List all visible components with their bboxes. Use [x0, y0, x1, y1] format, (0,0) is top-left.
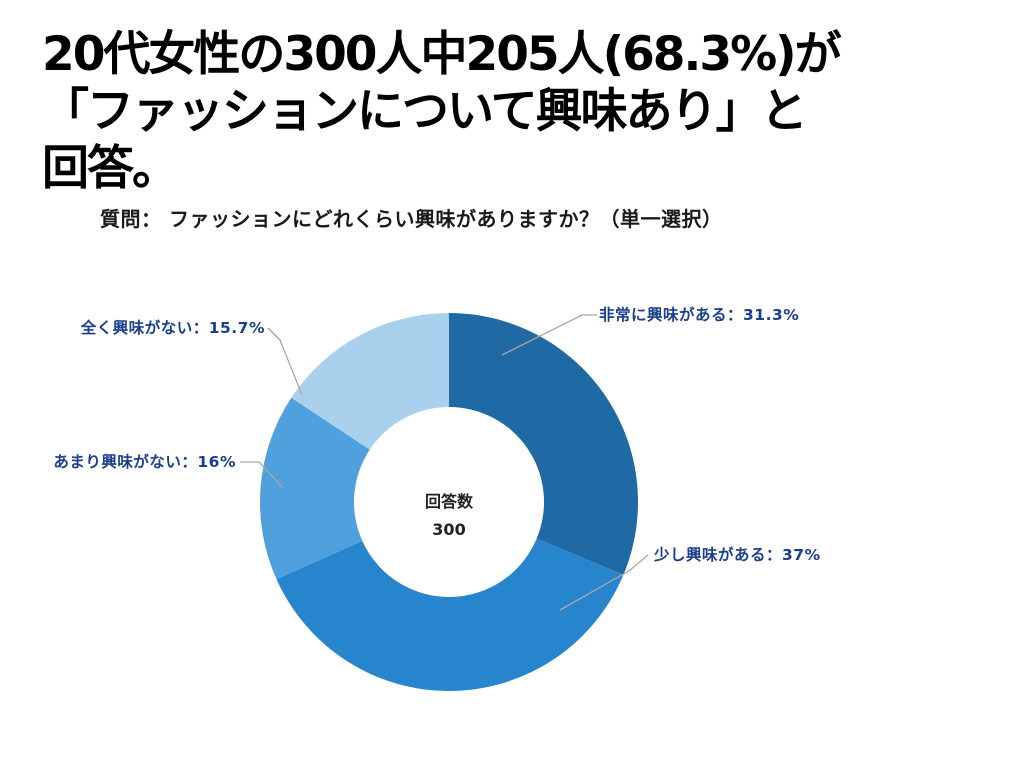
donut-slice-somewhat-interested — [276, 538, 624, 691]
headline: 20代女性の300人中205人(68.3%)が 「ファッションについて興味あり」… — [42, 26, 992, 197]
center-label: 回答数 — [425, 492, 474, 511]
donut-slice-not-at-all-interested — [291, 313, 449, 450]
leader-line-very-interested — [501, 314, 597, 356]
survey-question: 質問： ファッションにどれくらい興味がありますか？（単一選択） — [100, 207, 723, 231]
headline-line-3: 回答。 — [42, 141, 179, 196]
slice-label-very-interested: 非常に興味がある：31.3% — [599, 305, 799, 324]
leader-lines — [240, 314, 649, 611]
leader-line-not-very-interested — [240, 461, 284, 489]
headline-line-2: 「ファッションについて興味あり」と — [42, 84, 808, 139]
leader-line-somewhat-interested — [559, 554, 649, 611]
slice-labels: 非常に興味がある：31.3% 少し興味がある：37% あまり興味がない：16% 全く興… — [53, 305, 820, 564]
leader-line-not-at-all-interested — [267, 327, 303, 396]
donut-slice-very-interested — [449, 313, 638, 575]
donut-slices — [259, 313, 638, 691]
slice-label-not-very-interested: あまり興味がない：16% — [53, 452, 236, 471]
slice-label-somewhat-interested: 少し興味がある：37% — [653, 545, 821, 564]
center-value: 300 — [432, 520, 465, 539]
slice-label-not-at-all-interested: 全く興味がない：15.7% — [80, 318, 265, 337]
headline-line-1: 20代女性の300人中205人(68.3%)が — [42, 27, 842, 82]
donut-slice-not-very-interested — [259, 397, 370, 580]
